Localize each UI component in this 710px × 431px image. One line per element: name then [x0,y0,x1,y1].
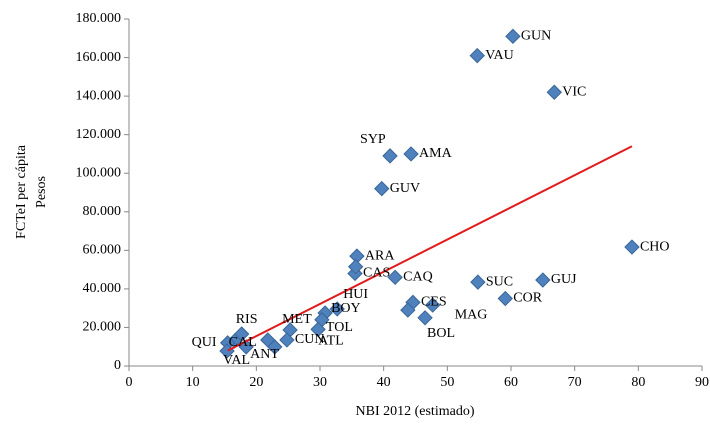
point-label: CAS [363,266,390,281]
point-label: BOY [331,301,361,316]
y-tick-label: 180.000 [76,11,122,26]
x-axis-title: NBI 2012 (estimado) [356,404,475,419]
point [347,259,364,275]
point-label: GUJ [551,272,577,287]
point-label: RIS [236,312,258,327]
point [546,84,563,100]
point [424,297,441,313]
x-tick-label: 0 [126,375,133,390]
point-label: VAL [223,353,250,368]
point [417,310,433,326]
y-tick-label: 60.000 [83,243,122,258]
point-label: VAU [485,48,514,63]
x-tick-label: 40 [377,375,391,390]
y-axis-title: Pesos [34,176,49,208]
point [279,332,295,348]
point-label: CAL [229,335,257,350]
point [387,269,403,286]
point-label: BOL [427,326,455,341]
point-label: TOL [326,320,353,335]
point-label: CES [421,295,447,310]
point [505,28,521,45]
y-tick-label: 140.000 [76,88,122,103]
y-tick-label: 120.000 [76,127,122,142]
point-label: CHO [640,239,670,254]
y-tick-label: 100.000 [76,165,122,180]
point [470,274,486,290]
x-tick-label: 80 [631,375,645,390]
y-axis-title: FCTeI per cápita [14,144,29,239]
point [624,239,640,255]
point [382,148,398,164]
x-tick-label: 20 [249,375,263,390]
point-label: VIC [562,84,586,99]
y-tick-label: 0 [114,358,121,373]
x-tick-label: 70 [568,375,582,390]
point [469,47,485,64]
point [403,146,419,162]
point-label: COR [513,291,542,306]
point [310,321,326,338]
x-tick-label: 60 [504,375,518,390]
point-label: SYP [360,132,386,147]
point-label: ATL [318,334,344,349]
point [267,339,283,355]
point-label: GUN [521,29,551,44]
point-label: CAQ [403,270,433,285]
x-tick-label: 90 [695,375,709,390]
y-tick-label: 80.000 [83,204,122,219]
trend-line [227,145,633,352]
y-tick-label: 20.000 [83,320,122,335]
point-label: QUI [192,335,217,350]
point-label: MAG [455,307,488,322]
point-label: HUI [343,287,368,302]
x-tick-label: 50 [440,375,454,390]
x-tick-label: 10 [186,375,200,390]
point-label: ARA [365,248,395,263]
point [497,290,513,307]
point-label: CUN [295,332,325,347]
point-label: SUC [486,274,513,289]
y-tick-label: 40.000 [83,281,122,296]
point [535,272,551,288]
point-label: GUV [390,181,420,196]
point [374,180,390,197]
point [400,302,416,318]
point-label: AMA [419,146,453,161]
x-tick-label: 30 [313,375,327,390]
point-label: MET [282,312,312,327]
point [329,301,345,317]
y-tick-label: 160.000 [76,50,122,65]
point-label: ANT [250,347,279,362]
